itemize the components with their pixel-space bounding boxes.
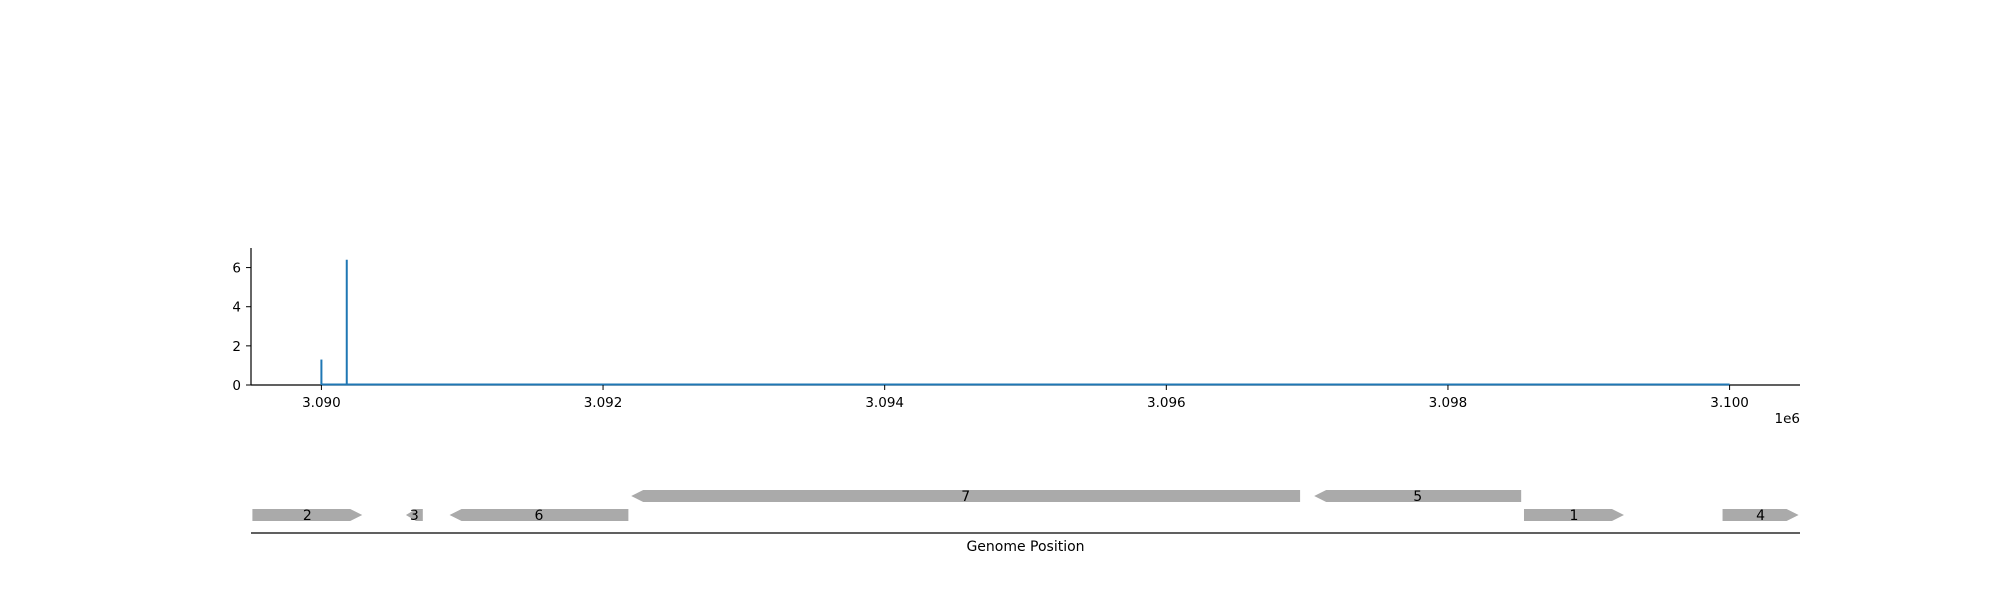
x-tick-label: 3.100 bbox=[1710, 395, 1749, 411]
x-tick-label: 3.096 bbox=[1147, 395, 1186, 411]
gene-label: 1 bbox=[1570, 508, 1579, 524]
gene-track: 2 3 6 7 5 1 4 bbox=[251, 489, 1800, 534]
x-tick-label: 3.094 bbox=[865, 395, 904, 411]
y-tick-label: 4 bbox=[232, 300, 241, 316]
gene-arrow bbox=[1314, 490, 1522, 502]
gene-arrow bbox=[405, 509, 423, 521]
x-tick-label: 3.092 bbox=[584, 395, 623, 411]
gene-label: 6 bbox=[535, 508, 544, 524]
gene-arrow bbox=[1523, 509, 1624, 521]
y-tick-label: 2 bbox=[232, 339, 241, 355]
coverage-plot: 0 2 4 6 3.090 3.092 3.094 3.096 3.098 3.100 bbox=[232, 248, 1800, 411]
gene-arrow bbox=[449, 509, 629, 521]
gene-label: 3 bbox=[410, 508, 419, 524]
gene-label: 4 bbox=[1756, 508, 1765, 524]
x-tick-label: 3.090 bbox=[302, 395, 341, 411]
gene-label: 5 bbox=[1413, 489, 1422, 505]
y-tick-label: 6 bbox=[232, 261, 241, 277]
gene-label: 2 bbox=[303, 508, 312, 524]
y-tick-label: 0 bbox=[232, 378, 241, 394]
gene-arrow bbox=[1722, 509, 1799, 521]
gene-arrow bbox=[252, 509, 363, 521]
gene-arrow bbox=[631, 490, 1301, 502]
gene-label: 7 bbox=[961, 489, 970, 505]
x-axis-label: Genome Position bbox=[966, 539, 1084, 555]
x-offset-text: 1e6 bbox=[1775, 411, 1800, 427]
x-tick-label: 3.098 bbox=[1429, 395, 1468, 411]
